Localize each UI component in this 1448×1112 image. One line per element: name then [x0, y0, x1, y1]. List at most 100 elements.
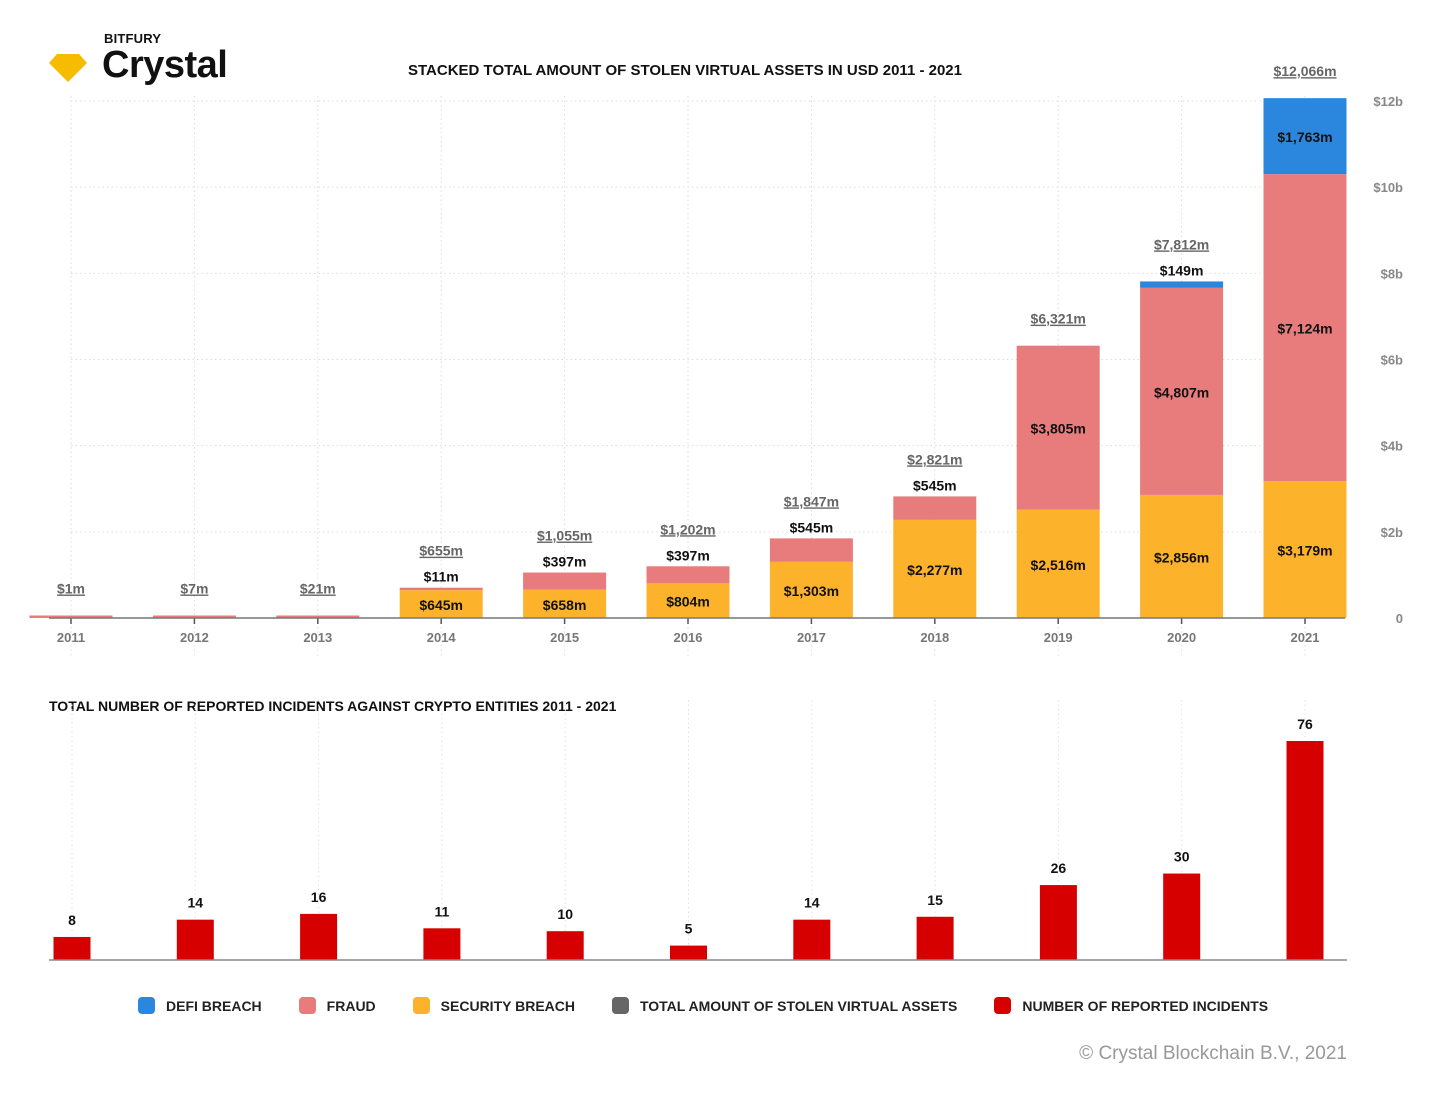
incident-value-label: 5	[685, 921, 693, 937]
total-label: $1,202m	[660, 521, 715, 537]
x-tick-label: 2018	[920, 630, 949, 645]
legend-label: FRAUD	[326, 997, 376, 1014]
incident-bar	[1163, 873, 1201, 960]
incident-bar	[793, 919, 831, 960]
segment-label: $1,303m	[784, 583, 839, 599]
total-label: $21m	[300, 581, 336, 597]
legend-swatch	[298, 997, 316, 1014]
x-tick-label: 2020	[1167, 630, 1196, 645]
incident-value-label: 76	[1297, 716, 1313, 732]
bar-labels: 8 14 16 11 10 5 14 15 26 30 76	[68, 716, 1313, 937]
total-label: $6,321m	[1031, 311, 1086, 327]
total-label: $7m	[180, 581, 208, 597]
x-tick-label: 2016	[674, 630, 703, 645]
bar-segment	[1016, 509, 1100, 618]
stolen-assets-chart: $1m $7m $21m $645m $11m $655m $658m $397m $1,055…	[29, 63, 1403, 658]
stolen-assets-chart-title: STACKED TOTAL AMOUNT OF STOLEN VIRTUAL A…	[408, 62, 962, 79]
segment-label: $645m	[419, 597, 463, 613]
incident-value-label: 26	[1051, 860, 1067, 876]
legend-item[interactable]: SECURITY BREACH	[412, 997, 575, 1014]
incident-bar	[670, 945, 707, 960]
bar-segment	[769, 561, 853, 618]
bar-segment	[1263, 98, 1347, 175]
incident-bar	[1039, 885, 1077, 960]
segment-label: $2,856m	[1154, 549, 1209, 565]
incident-bar	[546, 931, 584, 960]
legend-item[interactable]: FRAUD	[298, 997, 376, 1014]
legend-swatch	[994, 997, 1012, 1014]
bar-segment	[1263, 481, 1347, 618]
incident-value-label: 14	[804, 895, 820, 911]
incident-value-label: 14	[188, 895, 204, 911]
incident-value-label: 10	[557, 906, 573, 922]
bar-segment	[1140, 287, 1224, 495]
bar-segment	[893, 519, 977, 618]
incident-bar	[176, 919, 214, 960]
bar-segment	[399, 590, 483, 618]
x-tick-label: 2021	[1291, 630, 1320, 645]
bar-segment	[399, 587, 483, 591]
brand-name: Crystal	[102, 44, 228, 86]
total-label: $2,821m	[907, 451, 962, 467]
incidents-chart-title: TOTAL NUMBER OF REPORTED INCIDENTS AGAIN…	[49, 698, 617, 714]
x-tick-label: 2011	[57, 630, 85, 645]
legend-label: DEFI BREACH	[166, 997, 262, 1014]
x-tick-label: 2013	[303, 630, 332, 645]
bars	[53, 741, 1324, 960]
legend: DEFI BREACH FRAUD SECURITY BREACH TOTAL AMO…	[138, 997, 1305, 1014]
incident-bar	[916, 916, 954, 960]
bar-segment	[646, 583, 730, 618]
y-tick-label: $6b	[1381, 353, 1403, 368]
y-tick-label: $10b	[1373, 180, 1403, 195]
y-tick-label: $2b	[1381, 525, 1403, 540]
incident-value-label: 30	[1174, 849, 1190, 865]
y-tick-label: $12b	[1373, 94, 1403, 109]
total-label: $655m	[419, 543, 463, 559]
legend-label: NUMBER OF REPORTED INCIDENTS	[1022, 997, 1269, 1014]
y-tick-label: $8b	[1381, 266, 1403, 281]
segment-label: $1,763m	[1277, 129, 1332, 145]
bar-labels: $1m $7m $21m $645m $11m $655m $658m $397m $1,055…	[57, 63, 1337, 613]
segment-label: $804m	[666, 594, 710, 610]
segment-label: $7,124m	[1277, 321, 1332, 337]
incident-bar	[300, 913, 338, 960]
segment-label: $149m	[1160, 262, 1204, 278]
x-tick-label: 2017	[797, 630, 826, 645]
y-tick-label: $4b	[1381, 439, 1403, 454]
segment-label: $658m	[543, 597, 587, 613]
legend-item[interactable]: TOTAL AMOUNT OF STOLEN VIRTUAL ASSETS	[611, 997, 958, 1014]
x-tick-label: 2015	[550, 630, 579, 645]
bar-segment	[893, 496, 977, 520]
segment-label: $397m	[543, 554, 587, 570]
x-tick-label: 2012	[180, 630, 209, 645]
total-label: $1m	[57, 581, 85, 597]
incident-value-label: 8	[68, 912, 76, 928]
incident-value-label: 16	[311, 889, 327, 905]
total-label: $1,847m	[784, 493, 839, 509]
bar-segment	[1140, 281, 1224, 288]
bar-segment	[1263, 174, 1347, 482]
legend-swatch	[611, 997, 629, 1014]
incident-bar	[53, 936, 91, 960]
gem-shape	[49, 54, 87, 82]
legend-item[interactable]: DEFI BREACH	[138, 997, 262, 1014]
brand-sub: BITFURY	[104, 31, 162, 46]
bar-segment	[769, 538, 853, 562]
bar-segment	[152, 615, 236, 618]
bar-segment	[523, 589, 607, 618]
incident-value-label: 11	[434, 903, 449, 919]
legend-label: TOTAL AMOUNT OF STOLEN VIRTUAL ASSETS	[639, 997, 958, 1014]
bar-segment	[276, 615, 360, 618]
total-label: $12,066m	[1273, 63, 1336, 79]
segment-label: $3,805m	[1031, 421, 1086, 437]
segment-label: $3,179m	[1277, 543, 1332, 559]
segment-label: $11m	[424, 569, 459, 585]
legend-item[interactable]: NUMBER OF REPORTED INCIDENTS	[994, 997, 1268, 1014]
crystal-gem-icon	[49, 54, 87, 82]
legend-label: SECURITY BREACH	[440, 997, 575, 1014]
bar-segment	[29, 615, 113, 618]
segment-label: $545m	[790, 519, 834, 535]
bar-segment	[646, 566, 730, 584]
legend-swatch	[412, 997, 430, 1014]
bars	[29, 98, 1347, 618]
